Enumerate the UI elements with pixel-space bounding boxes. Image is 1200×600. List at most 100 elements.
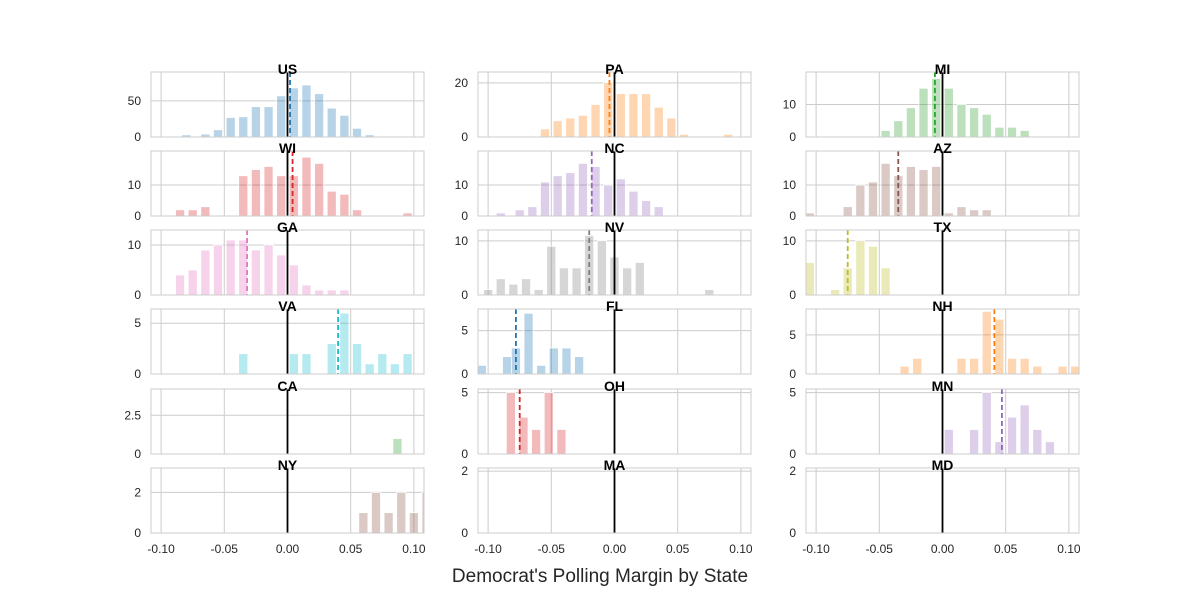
y-tick-label: 5 <box>789 328 796 342</box>
x-tick-label: 0.05 <box>339 542 363 556</box>
y-tick-label: 5 <box>789 386 796 400</box>
panel-title: WI <box>279 140 296 156</box>
panel-frame <box>150 388 425 455</box>
histogram-bar <box>288 353 299 374</box>
histogram-bar <box>552 175 563 216</box>
histogram-bar <box>187 269 198 295</box>
histogram-bar <box>352 209 362 216</box>
histogram-bar <box>389 363 400 374</box>
histogram-bar <box>301 156 312 216</box>
histogram-bar <box>956 357 967 374</box>
panel-frame <box>477 388 752 455</box>
panel-mn: 0 5 MN <box>789 378 1080 461</box>
bars-nh <box>899 310 1079 374</box>
panel-oh: 0 5 OH <box>461 378 752 461</box>
histogram-bar <box>421 491 424 533</box>
histogram-bar <box>238 353 249 374</box>
histogram-bar <box>981 209 992 216</box>
histogram-bar <box>969 357 980 374</box>
panel-frame <box>477 467 752 534</box>
histogram-bar <box>969 429 980 454</box>
y-tick-label: 0 <box>134 288 141 302</box>
x-tick-label: 0.10 <box>729 542 753 556</box>
panel-frame <box>805 467 1080 534</box>
histogram-bar <box>969 209 980 216</box>
histogram-bar <box>969 107 980 137</box>
histogram-bar <box>565 117 576 137</box>
histogram-bar <box>301 84 312 137</box>
panel-title: NH <box>932 298 952 314</box>
histogram-bar <box>301 353 312 374</box>
histogram-bar <box>364 363 375 374</box>
histogram-bar <box>1032 429 1043 454</box>
x-tick-label: -0.05 <box>538 542 566 556</box>
histogram-bar <box>518 416 529 454</box>
y-tick-label: 10 <box>128 178 142 192</box>
y-tick-label: 20 <box>455 76 469 90</box>
panel-frame <box>805 388 1080 455</box>
histogram-bar <box>981 310 992 374</box>
histogram-bar <box>577 162 588 216</box>
panel-md: 0 2 MD -0.10 -0.05 0.00 0.05 0.10 <box>789 457 1081 556</box>
panel-title: VA <box>278 298 296 314</box>
y-tick-label: 0 <box>461 447 468 461</box>
histogram-bar <box>981 113 992 137</box>
bars-us <box>181 84 375 137</box>
histogram-bar <box>565 172 576 216</box>
histogram-bar <box>615 93 626 137</box>
panel-frame <box>477 308 752 375</box>
histogram-bar <box>200 133 211 137</box>
histogram-bar <box>238 116 249 137</box>
histogram-bar <box>1032 365 1043 374</box>
histogram-bar <box>250 106 261 137</box>
histogram-bar <box>918 169 929 216</box>
histogram-bar <box>175 274 186 295</box>
histogram-bar <box>994 318 1005 374</box>
histogram-bar <box>1007 126 1017 137</box>
histogram-bar <box>314 162 325 216</box>
histogram-bar <box>250 249 261 295</box>
histogram-bar <box>371 491 381 533</box>
panel-frame <box>150 229 425 296</box>
y-tick-label: 10 <box>783 98 797 112</box>
histogram-bar <box>704 289 715 295</box>
histogram-bar <box>238 239 249 295</box>
y-tick-label: 0 <box>789 526 796 540</box>
bars-mn <box>943 392 1055 454</box>
histogram-bar <box>590 104 601 137</box>
panel-frame <box>805 150 1080 217</box>
histogram-bar <box>956 206 967 216</box>
histogram-bar <box>615 178 626 216</box>
histogram-bar <box>200 249 211 295</box>
panel-ny: 0 2 NY -0.10 -0.05 0.00 0.05 0.10 <box>134 457 426 556</box>
histogram-bar <box>552 120 563 137</box>
histogram-bar <box>634 262 645 295</box>
histogram-bar <box>1070 365 1079 374</box>
panel-frame <box>150 71 425 138</box>
histogram-bar <box>301 284 312 295</box>
bars-fl <box>478 312 585 374</box>
histogram-bar <box>868 245 878 295</box>
histogram-bar <box>396 491 407 533</box>
panel-title: US <box>278 61 297 77</box>
y-tick-label: 2.5 <box>124 408 141 422</box>
histogram-bar <box>263 244 274 295</box>
histogram-bar <box>556 429 567 454</box>
histogram-bar <box>603 184 614 216</box>
y-tick-label: 10 <box>128 238 142 252</box>
histogram-bar <box>483 289 494 295</box>
panel-fl: 0 5 FL <box>461 298 752 381</box>
panel-frame <box>150 308 425 375</box>
panel-title: MA <box>604 457 626 473</box>
histogram-bar <box>571 267 582 295</box>
panel-ma: 0 2 MA -0.10 -0.05 0.00 0.05 0.10 <box>461 457 753 556</box>
y-tick-label: 0 <box>134 526 141 540</box>
y-tick-label: 2 <box>789 464 796 478</box>
histogram-bar <box>880 162 891 216</box>
histogram-bar <box>276 175 287 216</box>
x-tick-label: -0.10 <box>802 542 830 556</box>
histogram-bar <box>641 200 652 216</box>
histogram-bar <box>905 166 916 216</box>
histogram-bar <box>288 264 299 295</box>
histogram-bar <box>392 438 403 454</box>
